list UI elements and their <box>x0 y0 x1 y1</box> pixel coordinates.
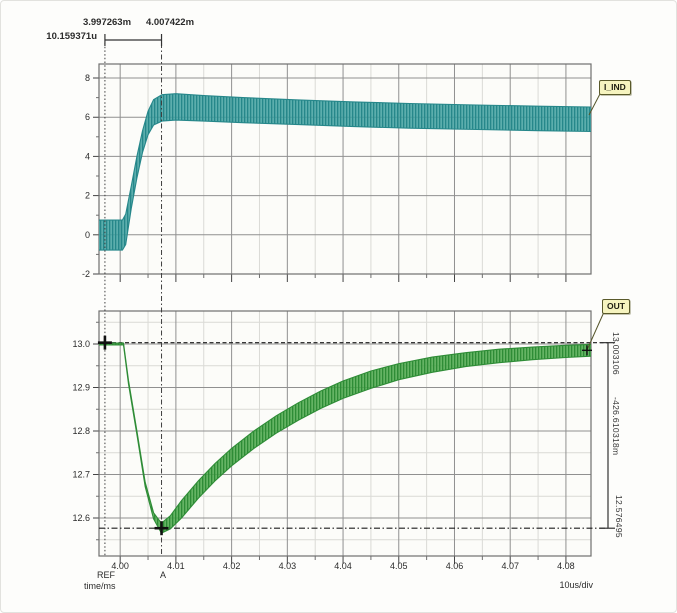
cursor-lines[interactable] <box>104 43 163 556</box>
ref-cursor-caption: REF <box>97 570 115 580</box>
i_ind-plot: 8 6 4 2 0 -2 <box>82 63 592 282</box>
callout-lines <box>586 91 605 351</box>
x-tick-label: 4.01 <box>167 561 185 571</box>
time-axis-caption: time/ms <box>84 581 116 591</box>
cursor-ref-time: 3.997263m <box>82 17 132 28</box>
out-trace-band <box>99 343 591 534</box>
trace-edge <box>99 342 592 524</box>
measure-bottom-value: 12.576495 <box>614 495 624 538</box>
x-tick-label: 4.00 <box>111 561 129 571</box>
signal-tag-out[interactable]: OUT <box>602 299 630 314</box>
measure-bracket <box>600 342 615 529</box>
y-tick-label: 12.9 <box>72 383 90 393</box>
y-tick-label: 2 <box>85 191 90 201</box>
y-tick-label: 12.6 <box>72 513 90 523</box>
y-tick-label: 0 <box>85 230 90 240</box>
plot-border <box>98 310 592 557</box>
header-bracket <box>104 34 163 46</box>
y-tick-label: 4 <box>85 151 90 161</box>
signal-tag-iind[interactable]: I_IND <box>599 80 631 95</box>
y-tick-label: -2 <box>82 269 90 279</box>
y-tick-label: 12.8 <box>72 426 90 436</box>
x-tick-label: 4.04 <box>334 561 352 571</box>
trace-edge <box>99 93 592 221</box>
y-tick-label: 13.0 <box>72 339 90 349</box>
per-div-caption: 10us/div <box>559 580 593 590</box>
y-tick-label: 6 <box>85 112 90 122</box>
line <box>588 91 602 116</box>
a-cursor-marker <box>154 521 169 536</box>
plot-border <box>98 63 592 275</box>
i_ind-trace-band <box>99 93 591 251</box>
measure-delta-value: -426.610318m <box>611 397 621 456</box>
cursor-delta-time: 10.159371u <box>46 31 97 42</box>
line <box>586 311 605 351</box>
trace-end-marker <box>582 345 592 356</box>
trace-edge <box>99 344 592 534</box>
x-tick-label: 4.05 <box>390 561 408 571</box>
cursor-a-time: 4.007422m <box>145 17 195 28</box>
x-tick-label: 4.08 <box>557 561 575 571</box>
a-cursor-caption: A <box>159 570 166 580</box>
y-tick-label: 12.7 <box>72 469 90 479</box>
x-tick-label: 4.07 <box>501 561 519 571</box>
x-tick-label: 4.03 <box>279 561 297 571</box>
y-tick-label: 8 <box>85 73 90 83</box>
x-tick-label: 4.06 <box>446 561 464 571</box>
x-tick-label: 4.02 <box>223 561 241 571</box>
out-plot: 13.0 12.9 12.8 12.7 12.6 4.00 4.01 4.02 4.03 4.04… <box>72 310 608 571</box>
ref-cursor-marker <box>97 335 112 350</box>
measure-top-value: 13.003106 <box>611 332 621 375</box>
trace-edge <box>99 119 592 251</box>
